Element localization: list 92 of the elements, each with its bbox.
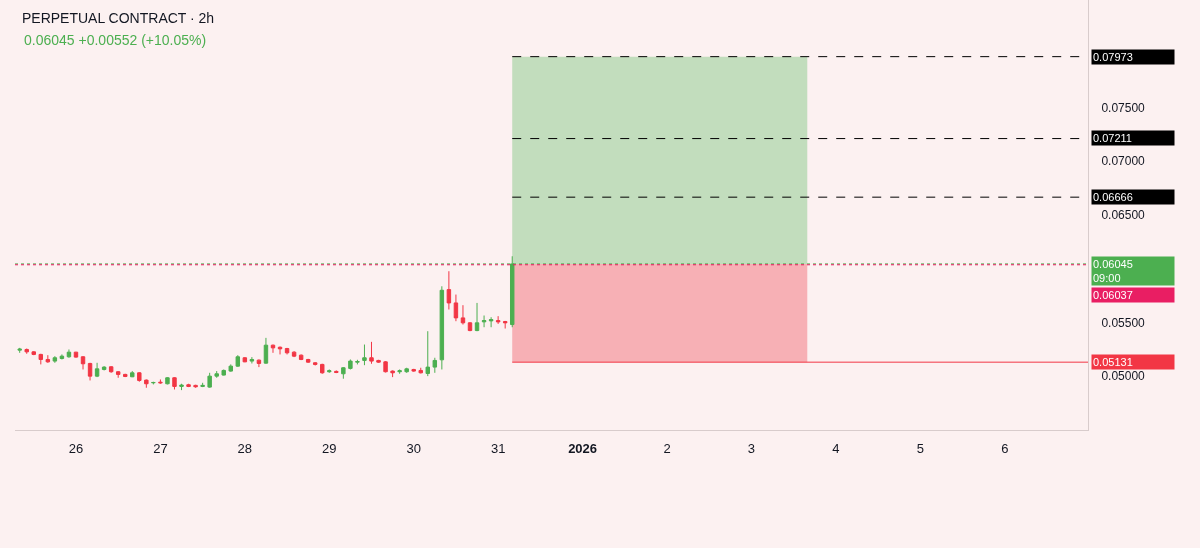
candlestick: [411, 368, 416, 373]
candlestick: [390, 369, 395, 378]
candlestick: [277, 345, 283, 355]
candlestick: [45, 354, 51, 364]
candlestick: [291, 350, 297, 358]
x-tick-label: 5: [916, 440, 924, 456]
candlestick: [221, 368, 226, 376]
x-tick-label: 3: [747, 440, 756, 456]
y-tick-label: 0.05000: [1101, 369, 1146, 384]
candlestick: [376, 359, 381, 364]
candlestick: [123, 373, 128, 378]
candlestick: [432, 357, 438, 374]
candlestick: [101, 365, 107, 371]
candlestick: [80, 355, 86, 370]
x-tick-label: 2: [663, 440, 671, 456]
candlestick: [249, 356, 255, 364]
candlestick: [334, 369, 339, 374]
candlestick: [179, 383, 184, 391]
y-tick-label: 0.07500: [1101, 100, 1146, 115]
candlestick: [87, 362, 93, 381]
candlestick: [172, 376, 177, 390]
candlestick: [341, 366, 346, 380]
candlestick: [488, 316, 494, 328]
candlestick: [355, 359, 360, 365]
candlestick: [144, 378, 149, 389]
candlestick: [235, 354, 241, 368]
candlestick: [193, 384, 198, 389]
x-tick-label: 28: [237, 440, 253, 456]
candlestick: [418, 367, 423, 374]
candlestick: [467, 321, 473, 332]
candlestick: [186, 383, 191, 388]
ref-line-label: 0.05131: [1093, 356, 1133, 368]
candlestick: [165, 376, 170, 385]
candlestick: [228, 363, 233, 373]
candlestick: [38, 353, 44, 365]
candlestick: [94, 362, 100, 378]
candlestick: [130, 370, 135, 378]
candlestick: [348, 358, 353, 370]
text: PERPETUAL CONTRACT · 2h: [22, 9, 215, 26]
x-tick-label: 29: [322, 440, 337, 456]
x-tick-label: 2026: [568, 440, 598, 456]
candlestick: [327, 368, 332, 374]
candlestick: [158, 378, 163, 385]
ref-line-label: 0.07211: [1093, 132, 1132, 144]
candlestick: [404, 367, 409, 374]
candlestick: [305, 358, 311, 364]
candlestick: [320, 363, 325, 375]
candlestick: [52, 355, 58, 364]
candlestick: [453, 294, 459, 322]
candlestick: [369, 341, 374, 365]
candlestick: [17, 347, 22, 354]
y-tick-label: 0.06500: [1101, 208, 1146, 223]
candlestick: [214, 370, 219, 379]
candlestick: [312, 361, 318, 366]
candlestick: [137, 371, 142, 383]
candlestick: [439, 285, 445, 370]
candlestick: [460, 304, 466, 326]
candlestick: [474, 302, 480, 332]
candlestick: [207, 372, 212, 389]
x-tick-label: 4: [832, 440, 840, 456]
ref-line-label: 0.06045 09:00: [1093, 258, 1133, 285]
candlestick: [242, 356, 248, 363]
candlestick: [200, 382, 205, 388]
candlestick: [397, 368, 402, 375]
candlestick: [383, 360, 388, 373]
candlestick: [263, 337, 269, 365]
x-tick-label: 31: [490, 440, 506, 456]
candlestick: [362, 344, 367, 366]
candlestick: [298, 353, 304, 361]
y-tick-label: 0.05500: [1101, 315, 1146, 330]
candlestick: [446, 270, 452, 310]
candlestick: [108, 365, 114, 374]
candlestick: [495, 315, 501, 325]
candlestick: [270, 344, 276, 354]
ref-line-label: 0.06666: [1093, 191, 1133, 203]
x-tick-label: 30: [406, 440, 421, 456]
ref-line-label: 0.06037: [1093, 289, 1133, 301]
candlestick: [425, 330, 431, 377]
y-tick-label: 0.07000: [1101, 154, 1146, 169]
candlestick: [115, 371, 121, 379]
candlestick: [31, 350, 36, 356]
text: 0.06045 +0.00552 (+10.05%): [24, 32, 207, 48]
candlestick: [66, 348, 72, 359]
x-tick-label: 26: [68, 440, 84, 456]
candlestick: [481, 315, 487, 328]
x-tick-label: 6: [1001, 440, 1009, 456]
candlestick: [59, 353, 65, 360]
candlestick: [502, 320, 508, 330]
candlestick: [256, 358, 262, 368]
ref-line-label: 0.07973: [1093, 51, 1133, 63]
x-tick-label: 27: [153, 440, 168, 456]
candlestick: [24, 348, 29, 355]
